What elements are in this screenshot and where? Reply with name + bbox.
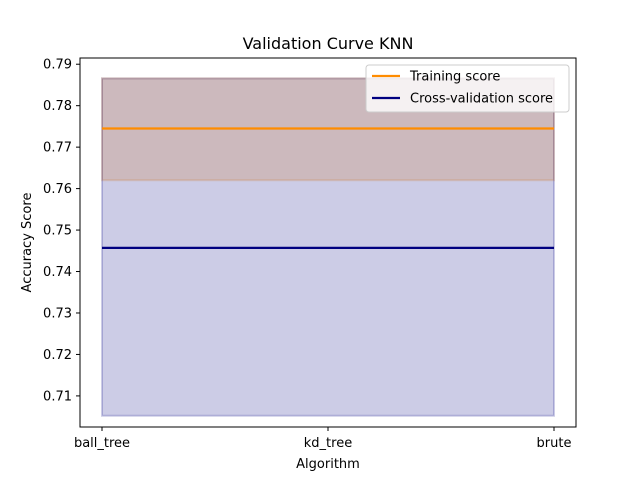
- y-tick-label: 0.73: [43, 306, 72, 321]
- y-tick-label: 0.76: [43, 182, 72, 197]
- x-axis-label: Algorithm: [296, 457, 360, 472]
- y-tick-label: 0.79: [43, 58, 72, 73]
- y-tick-label: 0.71: [43, 389, 72, 404]
- legend: Training score Cross-validation score: [365, 64, 570, 113]
- y-tick-label: 0.77: [43, 141, 72, 156]
- y-axis-label: Accuracy Score: [20, 193, 35, 293]
- x-axis: ball_tree kd_tree brute: [74, 427, 572, 451]
- y-tick-label: 0.74: [43, 265, 72, 280]
- legend-label-training-score: Training score: [409, 70, 500, 85]
- y-tick-label: 0.72: [43, 348, 72, 363]
- lines-group: [102, 127, 554, 249]
- legend-label-cross-validation-score: Cross-validation score: [410, 92, 553, 107]
- chart-title: Validation Curve KNN: [243, 34, 414, 53]
- x-tick-label: ball_tree: [74, 436, 130, 451]
- y-axis: 0.71 0.72 0.73 0.74 0.75 0.76 0.77 0.78 0.79: [43, 58, 80, 404]
- x-tick-label: kd_tree: [304, 436, 352, 451]
- y-tick-label: 0.78: [43, 99, 72, 114]
- legend-box: [365, 64, 570, 113]
- y-tick-label: 0.75: [43, 224, 72, 239]
- x-tick-label: brute: [537, 436, 572, 451]
